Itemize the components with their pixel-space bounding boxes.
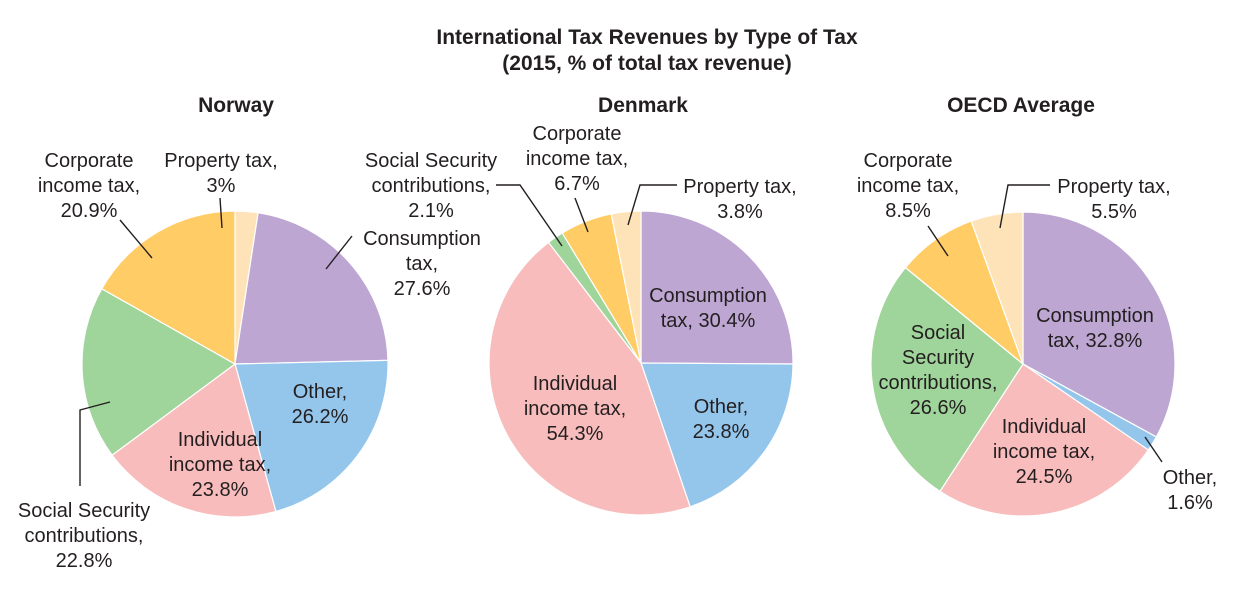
pie-slice-social xyxy=(870,266,1024,493)
pie-slice-individual xyxy=(488,241,691,516)
pie-denmark: Denmark Consumption tax, 30.4% Other, 23.8% I… xyxy=(365,94,797,516)
leader-line-property xyxy=(627,184,677,226)
slice-label-social: Social Security contributions, 26.6% xyxy=(879,322,998,419)
slice-label-property: Property tax, 5.5% xyxy=(1057,176,1170,223)
slice-label-line: Other, xyxy=(694,396,748,418)
slice-label-line: income tax, xyxy=(524,398,626,420)
slice-label-line: Security xyxy=(902,347,974,369)
pie-slice-social xyxy=(81,287,237,456)
leader-line-consumption xyxy=(325,235,353,270)
slice-label-other: Other, 1.6% xyxy=(1163,467,1217,514)
slice-label-line: 3% xyxy=(207,175,236,197)
leader-line-corporate xyxy=(927,225,949,257)
leader-line-social xyxy=(79,401,111,486)
slice-label-line: income tax, xyxy=(526,148,628,170)
slice-label-line: 5.5% xyxy=(1091,201,1137,223)
pie-slice-other xyxy=(234,359,389,513)
chart-title: International Tax Revenues by Type of Ta… xyxy=(436,26,858,49)
slice-label-line: 26.2% xyxy=(292,406,349,428)
slice-label-corporate: Corporate income tax, 8.5% xyxy=(857,150,959,222)
slice-label-property: Property tax, 3% xyxy=(164,150,277,197)
slice-label-individual: Individual income tax, 54.3% xyxy=(524,373,626,445)
pie-slice-property xyxy=(610,210,642,364)
pie-slice-individual xyxy=(939,363,1150,517)
slice-label-line: contributions, xyxy=(879,372,998,394)
slice-label-line: income tax, xyxy=(38,175,140,197)
slice-label-line: income tax, xyxy=(857,175,959,197)
slice-label-corporate: Corporate income tax, 6.7% xyxy=(526,123,628,195)
slice-label-other: Other, 23.8% xyxy=(693,396,750,443)
slice-label-line: tax, xyxy=(406,253,438,275)
slice-label-other: Other, 26.2% xyxy=(292,381,349,428)
slice-label-line: Social Security xyxy=(18,500,150,522)
slice-label-line: tax, 30.4% xyxy=(661,310,756,332)
slice-label-line: 54.3% xyxy=(547,423,604,445)
slice-label-line: Individual xyxy=(533,373,618,395)
slice-label-line: 23.8% xyxy=(693,421,750,443)
slice-label-line: 6.7% xyxy=(554,173,600,195)
slice-label-line: Property tax, xyxy=(164,150,277,172)
slice-label-line: 3.8% xyxy=(717,201,763,223)
pie-oecd-average: OECD Average Consumption tax, 32.8% Other, 1… xyxy=(857,94,1217,517)
pie-slice-consumption xyxy=(1022,211,1176,438)
slice-label-line: Corporate xyxy=(45,150,134,172)
slice-label-individual: Individual income tax, 24.5% xyxy=(993,416,1095,488)
leader-line-property xyxy=(999,184,1050,229)
slice-label-individual: Individual income tax, 23.8% xyxy=(169,429,271,501)
pie-title: Denmark xyxy=(598,94,688,117)
slice-label-line: 1.6% xyxy=(1167,492,1213,514)
slice-label-consumption: Consumption tax, 30.4% xyxy=(649,285,767,332)
slice-label-line: Individual xyxy=(1002,416,1087,438)
pie-title: Norway xyxy=(198,94,274,117)
slice-label-line: income tax, xyxy=(993,441,1095,463)
slice-label-line: Individual xyxy=(178,429,263,451)
slice-label-line: contributions, xyxy=(25,525,144,547)
slice-label-social: Social Security contributions, 2.1% xyxy=(365,150,497,222)
slice-label-line: Consumption xyxy=(1036,305,1154,327)
pie-title: OECD Average xyxy=(947,94,1095,117)
slice-label-line: Consumption xyxy=(649,285,767,307)
slice-label-line: Social Security xyxy=(365,150,497,172)
slice-label-line: tax, 32.8% xyxy=(1048,330,1143,352)
pie-slice-property xyxy=(970,211,1024,365)
pie-slice-other xyxy=(640,362,794,508)
leader-line-social xyxy=(496,184,563,247)
slice-label-property: Property tax, 3.8% xyxy=(683,176,796,223)
leader-line-other xyxy=(1144,436,1163,463)
slice-label-line: 22.8% xyxy=(56,550,113,572)
slice-label-line: Other, xyxy=(1163,467,1217,489)
slice-label-consumption: Consumption tax, 32.8% xyxy=(1036,305,1154,352)
slice-label-line: contributions, xyxy=(372,175,491,197)
slice-label-line: Corporate xyxy=(864,150,953,172)
slice-label-line: 8.5% xyxy=(885,200,931,222)
slice-label-consumption: Consumption tax, 27.6% xyxy=(363,228,481,300)
slice-label-line: Property tax, xyxy=(683,176,796,198)
slice-label-line: Social xyxy=(911,322,965,344)
pie-slice-consumption xyxy=(234,212,389,365)
chart-subtitle: (2015, % of total tax revenue) xyxy=(502,52,791,75)
slice-label-line: 26.6% xyxy=(910,397,967,419)
slice-label-line: Corporate xyxy=(533,123,622,145)
slice-label-line: Consumption xyxy=(363,228,481,250)
slice-label-line: 23.8% xyxy=(192,479,249,501)
slice-label-line: Property tax, xyxy=(1057,176,1170,198)
pie-slice-individual xyxy=(111,362,277,518)
slice-label-corporate: Corporate income tax, 20.9% xyxy=(38,150,140,222)
pie-slice-consumption xyxy=(640,210,794,365)
slice-label-social: Social Security contributions, 22.8% xyxy=(18,500,150,572)
leader-line-property xyxy=(219,197,223,229)
slice-label-line: 20.9% xyxy=(61,200,118,222)
leader-line-corporate xyxy=(119,219,153,259)
slice-label-line: income tax, xyxy=(169,454,271,476)
slice-label-line: Other, xyxy=(293,381,347,403)
slice-label-line: 27.6% xyxy=(394,278,451,300)
leader-line-corporate xyxy=(574,197,589,233)
pies-group: Norway Property tax, 3% Consumption tax, 27.6… xyxy=(18,94,1217,572)
slice-label-line: 2.1% xyxy=(408,200,454,222)
slice-label-line: 24.5% xyxy=(1016,466,1073,488)
pie-norway: Norway Property tax, 3% Consumption tax, 27.6… xyxy=(18,94,481,572)
